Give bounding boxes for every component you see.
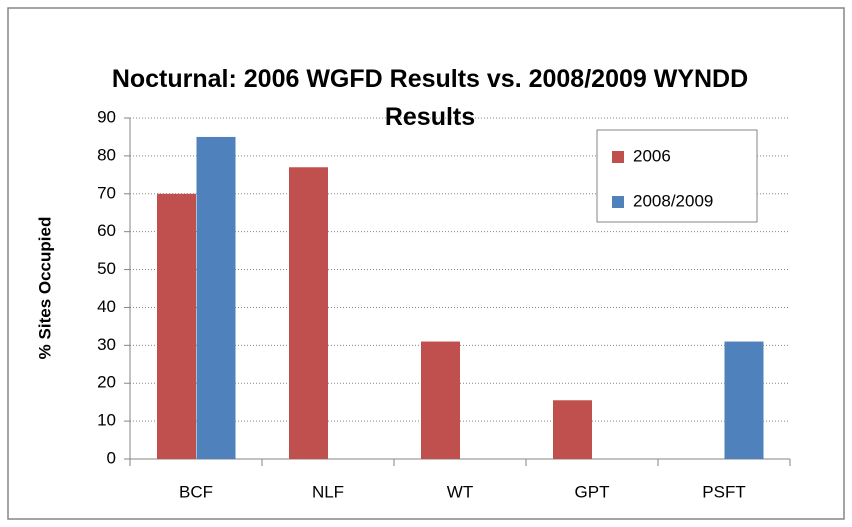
bar <box>724 341 764 459</box>
chart-title: Nocturnal: 2006 WGFD Results vs. 2008/20… <box>111 65 749 131</box>
bar <box>289 167 328 459</box>
legend-swatch <box>612 196 624 208</box>
legend-label: 2008/2009 <box>633 191 713 210</box>
y-tick-label: 90 <box>97 107 116 126</box>
y-axis-label: % Sites Occupied <box>35 217 54 360</box>
legend-label: 2006 <box>633 146 671 165</box>
x-tick-label: WT <box>447 482 473 501</box>
legend-swatch <box>612 151 624 163</box>
x-tick-label: GPT <box>575 482 610 501</box>
y-tick-label: 70 <box>97 183 116 202</box>
y-tick-label: 50 <box>97 259 116 278</box>
x-tick-label: BCF <box>179 482 213 501</box>
y-tick-label: 30 <box>97 335 116 354</box>
y-tick-label: 60 <box>97 221 116 240</box>
bar <box>421 341 460 459</box>
x-tick-label: NLF <box>312 482 344 501</box>
x-tick-label: PSFT <box>702 482 745 501</box>
y-tick-label: 20 <box>97 373 116 392</box>
bar <box>553 400 592 459</box>
y-tick-label: 0 <box>107 448 116 467</box>
y-tick-label: 10 <box>97 411 116 430</box>
y-tick-label: 80 <box>97 145 116 164</box>
y-tick-label: 40 <box>97 297 116 316</box>
bar <box>196 136 236 459</box>
bar <box>157 193 196 459</box>
